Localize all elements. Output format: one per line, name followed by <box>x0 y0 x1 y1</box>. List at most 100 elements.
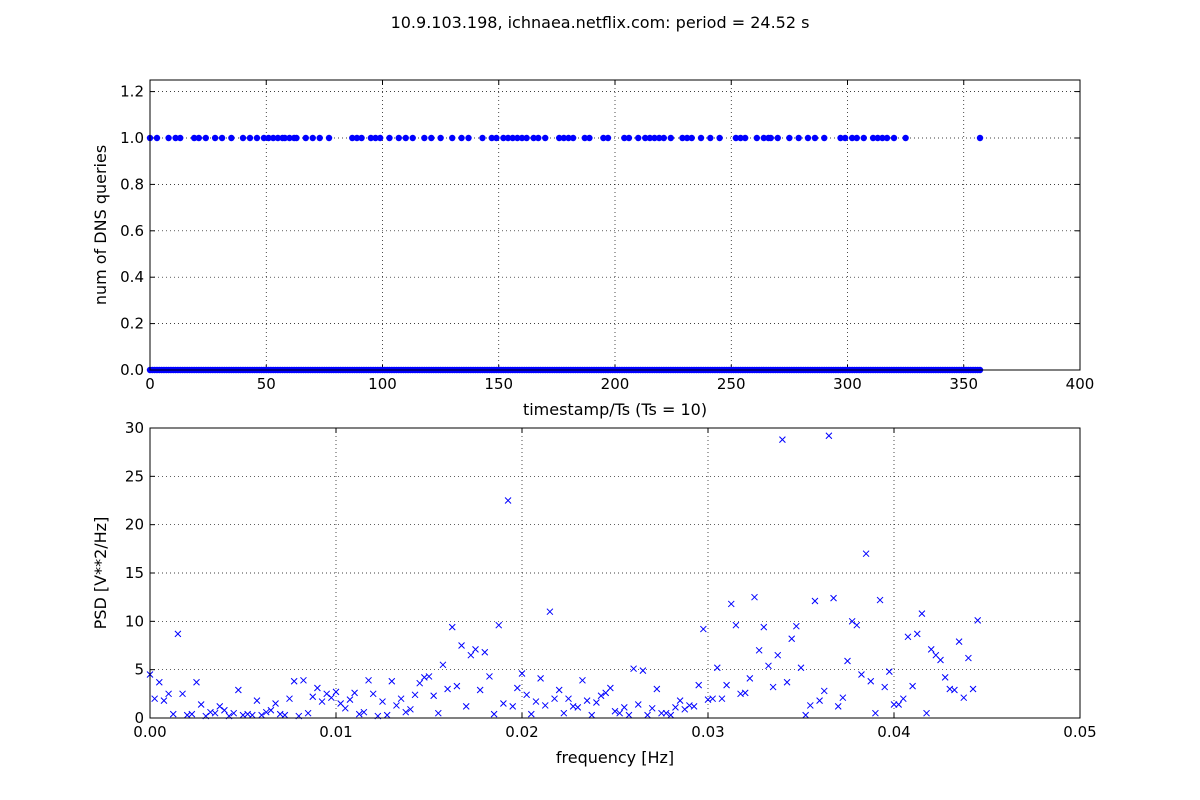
data-point-one <box>879 134 886 142</box>
data-point-one <box>707 134 714 142</box>
data-point-one <box>774 134 781 142</box>
psd-point <box>155 678 163 686</box>
data-point-one <box>976 134 984 142</box>
x-tick-label: 50 <box>257 375 276 393</box>
psd-point <box>820 687 828 695</box>
data-point-one <box>293 134 300 142</box>
psd-point <box>941 674 949 681</box>
data-point-one <box>153 134 161 142</box>
data-point-one <box>488 134 495 142</box>
psd-point <box>965 654 972 662</box>
psd-point <box>546 608 554 616</box>
psd-point <box>560 709 568 717</box>
psd-point <box>755 646 763 654</box>
psd-point <box>746 675 754 682</box>
psd-point <box>462 703 470 710</box>
x-axis-label: timestamp/Ts (Ts = 10) <box>523 400 707 419</box>
data-point-one <box>642 134 649 142</box>
psd-point <box>523 691 531 699</box>
x-tick-label: 0.04 <box>877 723 910 741</box>
data-point-one <box>581 134 588 142</box>
psd-point <box>267 706 275 714</box>
data-point-one <box>811 134 819 142</box>
psd-point <box>393 702 400 709</box>
data-point-one <box>274 134 282 142</box>
data-point-one <box>509 134 516 142</box>
psd-point <box>351 689 358 697</box>
psd-point <box>839 694 847 702</box>
psd-point <box>667 711 675 719</box>
psd-point <box>397 695 405 703</box>
x-tick-label: 0 <box>145 375 155 393</box>
data-point-one <box>660 134 668 142</box>
psd-point <box>774 651 782 659</box>
data-point-one <box>688 134 695 142</box>
psd-point <box>476 686 484 694</box>
psd-point <box>286 695 293 703</box>
y-tick-label: 0 <box>134 709 144 727</box>
data-point-one <box>679 134 686 142</box>
psd-point <box>504 497 512 504</box>
data-point-one <box>465 134 472 142</box>
data-point-one <box>821 134 828 142</box>
psd-point <box>425 673 433 680</box>
data-point-one <box>621 134 628 142</box>
psd-point <box>960 694 968 702</box>
data-point-one <box>683 134 691 142</box>
psd-point <box>574 704 582 711</box>
data-point-one <box>565 134 572 142</box>
data-point-one <box>458 134 465 142</box>
psd-point <box>858 671 865 678</box>
psd-point <box>402 708 410 716</box>
psd-point <box>876 596 884 604</box>
data-point-one <box>309 134 316 142</box>
psd-point <box>662 709 670 717</box>
psd-point <box>281 711 289 719</box>
psd-point <box>872 709 879 717</box>
data-point-one <box>437 134 444 142</box>
psd-point <box>741 689 749 697</box>
top-chart-dns-queries: 0 50 100 150 200 250 300 350 400 0.0 0.2 0.4 0.6 0.8 1… <box>91 79 1094 419</box>
data-point-one <box>902 134 909 142</box>
psd-point <box>760 623 768 631</box>
data-point-one <box>556 134 563 142</box>
psd-point <box>811 597 819 605</box>
data-point-one <box>218 134 226 142</box>
data-point-one <box>786 134 793 142</box>
data-point-one <box>349 134 356 142</box>
y-tick-label: 30 <box>125 419 144 437</box>
data-point-one <box>530 134 537 142</box>
data-point-one <box>376 134 384 142</box>
psd-point <box>853 621 861 629</box>
psd-point <box>430 692 438 700</box>
plot-frame <box>149 427 1081 719</box>
psd-point <box>272 700 279 707</box>
y-tick-label: 0.0 <box>120 361 144 379</box>
data-point-one <box>560 134 568 142</box>
psd-point <box>165 690 172 698</box>
data-point-one <box>860 134 867 142</box>
data-point-one <box>586 134 593 142</box>
y-tick-label: 0.8 <box>120 175 144 193</box>
psd-point <box>825 432 833 440</box>
psd-point <box>341 704 349 712</box>
psd-point <box>630 665 637 673</box>
x-tick-label: 0.02 <box>505 723 538 741</box>
psd-point <box>300 676 307 684</box>
y-tick-label: 15 <box>125 564 144 582</box>
psd-point <box>620 704 628 711</box>
y-axis-label: num of DNS queries <box>91 145 110 305</box>
psd-point <box>355 710 363 718</box>
psd-point <box>216 703 224 710</box>
psd-point <box>314 684 321 692</box>
x-tick-label: 0.05 <box>1063 723 1096 741</box>
y-tick-label: 1.0 <box>120 129 144 147</box>
psd-point <box>234 686 242 694</box>
psd-point <box>695 681 703 689</box>
data-point-one <box>402 134 409 142</box>
psd-point <box>583 697 591 704</box>
x-tick-label: 200 <box>601 375 630 393</box>
data-point-one <box>190 134 198 142</box>
psd-point <box>151 695 159 703</box>
